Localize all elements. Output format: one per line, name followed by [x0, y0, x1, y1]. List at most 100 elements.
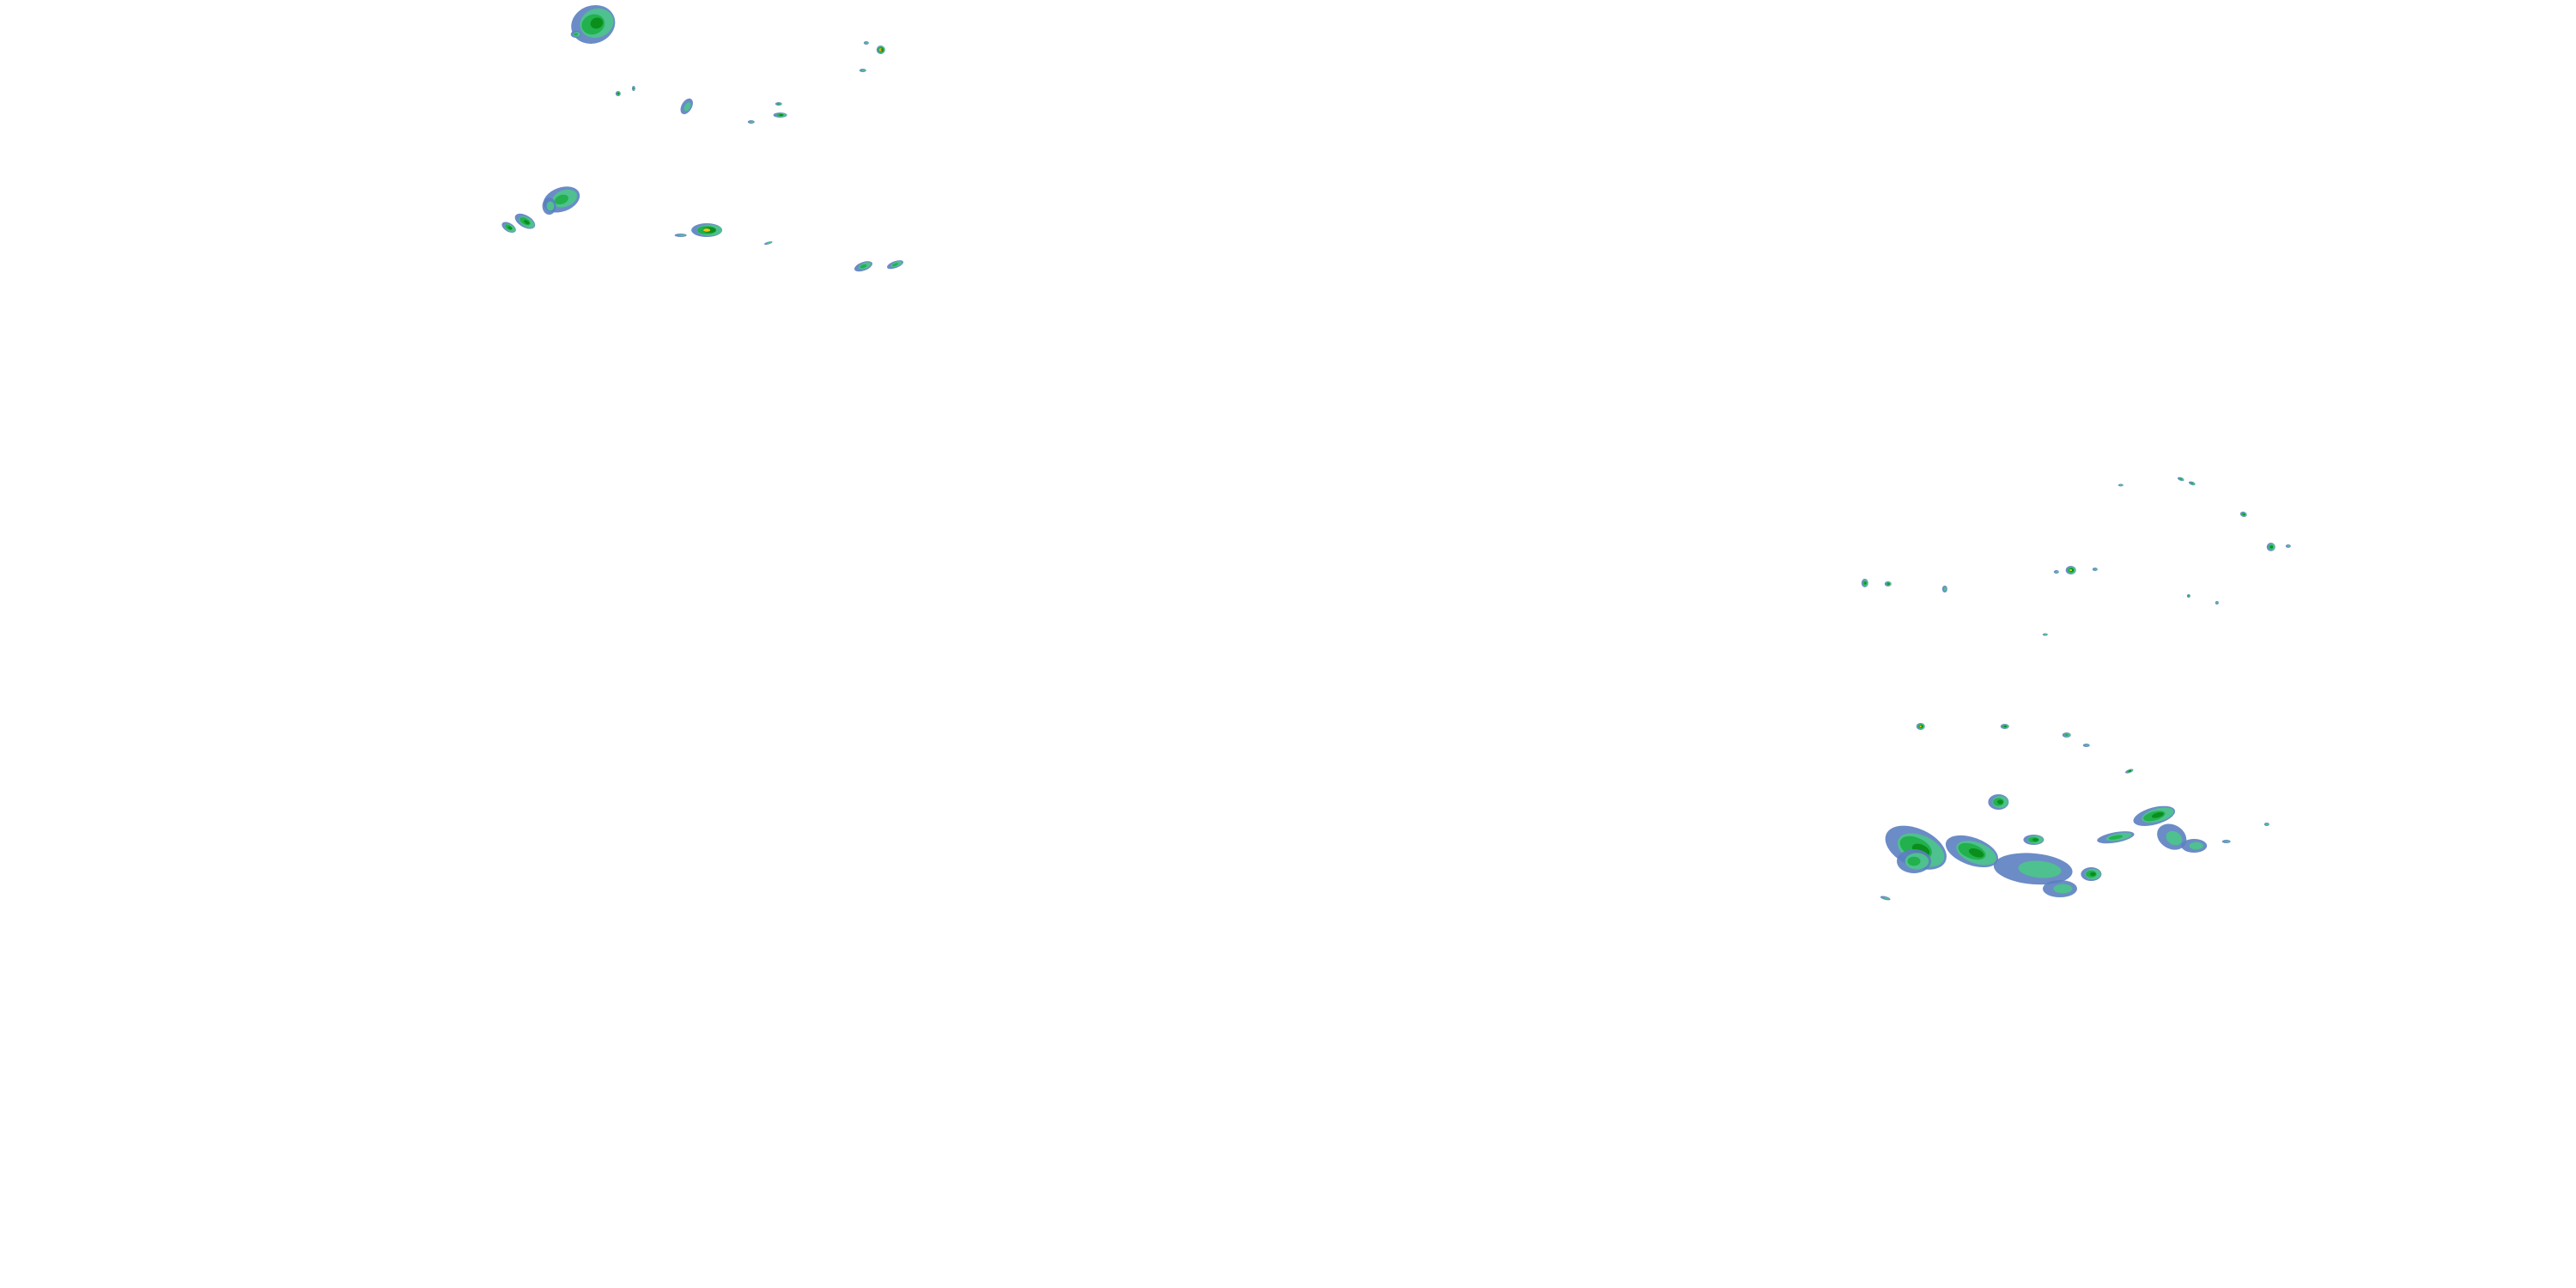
precipitation-cell	[2062, 732, 2071, 738]
precipitation-cell	[2042, 633, 2048, 636]
precipitation-cell	[1945, 835, 1999, 868]
echo-intensity-level-1	[2166, 830, 2183, 846]
precipitation-cell	[2285, 544, 2291, 548]
echo-intensity-level-1	[865, 41, 868, 45]
precipitation-cell	[775, 102, 782, 106]
precipitation-cell	[691, 223, 723, 237]
echo-intensity-level-1	[2085, 744, 2089, 747]
precipitation-cell	[501, 222, 516, 234]
precipitation-cell	[773, 112, 787, 118]
precipitation-cell	[2133, 805, 2176, 826]
echo-intensity-level-3	[2090, 872, 2096, 877]
precipitation-cell	[1988, 794, 2009, 810]
echo-intensity-level-3	[2270, 545, 2274, 549]
precipitation-cell	[2097, 831, 2135, 844]
precipitation-cell	[514, 213, 536, 229]
echo-intensity-level-3	[1997, 799, 2003, 805]
echo-intensity-level-2	[2064, 733, 2069, 737]
precipitation-cell	[2266, 543, 2275, 551]
echo-intensity-level-3	[1864, 581, 1867, 585]
echo-intensity-level-3	[2032, 838, 2038, 841]
precipitation-cell	[2239, 511, 2247, 518]
echo-intensity-level-1	[2224, 840, 2230, 843]
precipitation-cell	[2221, 840, 2231, 843]
echo-intensity-level-1	[750, 120, 754, 124]
precipitation-cell	[571, 4, 616, 44]
precipitation-cell	[1993, 853, 2073, 885]
precipitation-cell	[2188, 481, 2196, 486]
precipitation-cell	[2065, 566, 2076, 574]
precipitation-cell	[631, 86, 635, 91]
echo-intensity-level-2	[574, 33, 578, 36]
precipitation-cell	[2081, 867, 2102, 881]
echo-intensity-level-1	[2053, 884, 2073, 894]
echo-intensity-level-1	[2119, 484, 2123, 486]
precipitation-cell	[674, 234, 687, 237]
precipitation-cell	[2053, 570, 2059, 574]
echo-intensity-level-2	[2187, 595, 2190, 597]
echo-intensity-level-4	[1919, 726, 1922, 727]
echo-intensity-level-1	[1883, 896, 1889, 900]
precipitation-cell	[876, 46, 885, 54]
echo-intensity-level-1	[2018, 860, 2062, 878]
echo-intensity-level-1	[678, 234, 685, 237]
echo-intensity-level-1	[2216, 601, 2219, 605]
echo-intensity-level-2	[2179, 477, 2183, 481]
echo-intensity-level-2	[2108, 835, 2123, 840]
echo-intensity-level-2	[860, 264, 867, 269]
echo-intensity-level-2	[555, 194, 568, 205]
precipitation-cell	[1861, 579, 1868, 587]
precipitation-cell	[859, 69, 866, 72]
precipitation-cell	[570, 31, 581, 38]
precipitation-cell	[854, 261, 872, 272]
echo-intensity-level-3	[1887, 583, 1890, 585]
precipitation-cell	[887, 260, 904, 270]
echo-intensity-level-1	[2055, 570, 2058, 574]
precipitation-cell	[2092, 568, 2098, 571]
precipitation-cell	[2181, 839, 2208, 853]
precipitation-cell	[763, 241, 773, 246]
precipitation-cell	[2023, 835, 2044, 845]
precipitation-cell	[1916, 723, 1925, 730]
echo-intensity-level-1	[546, 201, 555, 211]
precipitation-cell	[2186, 594, 2190, 598]
precipitation-cell	[2215, 601, 2219, 605]
echo-intensity-level-3	[1968, 848, 1984, 858]
precipitation-cell	[1897, 849, 1931, 873]
precipitation-cell	[542, 197, 556, 215]
echo-intensity-level-4	[702, 228, 711, 232]
echo-intensity-level-1	[2265, 823, 2269, 826]
echo-intensity-level-2	[632, 87, 635, 90]
precipitation-cell	[1884, 581, 1892, 586]
precipitation-cell	[2000, 724, 2009, 729]
precipitation-cell	[2263, 823, 2269, 826]
echo-intensity-level-3	[590, 17, 604, 29]
precipitation-cell	[863, 41, 869, 45]
echo-intensity-level-3	[507, 226, 513, 230]
echo-intensity-level-3	[779, 114, 784, 116]
echo-intensity-level-3	[2243, 513, 2245, 516]
echo-intensity-level-2	[891, 263, 899, 267]
precipitation-cells	[501, 4, 2291, 901]
echo-intensity-level-1	[766, 241, 772, 245]
precipitation-cell	[680, 98, 693, 115]
echo-intensity-level-2	[777, 103, 781, 105]
echo-intensity-level-1	[861, 69, 866, 72]
echo-intensity-level-2	[1907, 856, 1921, 866]
echo-intensity-level-1	[2189, 841, 2203, 850]
precipitation-cell	[2157, 823, 2187, 850]
echo-intensity-level-4	[2069, 568, 2073, 572]
echo-intensity-level-3	[2129, 769, 2131, 772]
precipitation-cell	[747, 120, 755, 124]
echo-intensity-level-1	[2093, 568, 2097, 571]
precipitation-cell	[2082, 744, 2090, 747]
precipitation-cell	[1880, 896, 1891, 901]
echo-intensity-level-3	[523, 220, 530, 225]
echo-intensity-level-3	[2151, 811, 2164, 818]
echo-intensity-level-1	[1943, 586, 1947, 592]
echo-intensity-level-3	[2004, 726, 2008, 727]
precipitation-cell	[2125, 769, 2134, 774]
echo-intensity-level-2	[2190, 482, 2194, 485]
precipitation-cell	[1941, 586, 1947, 592]
